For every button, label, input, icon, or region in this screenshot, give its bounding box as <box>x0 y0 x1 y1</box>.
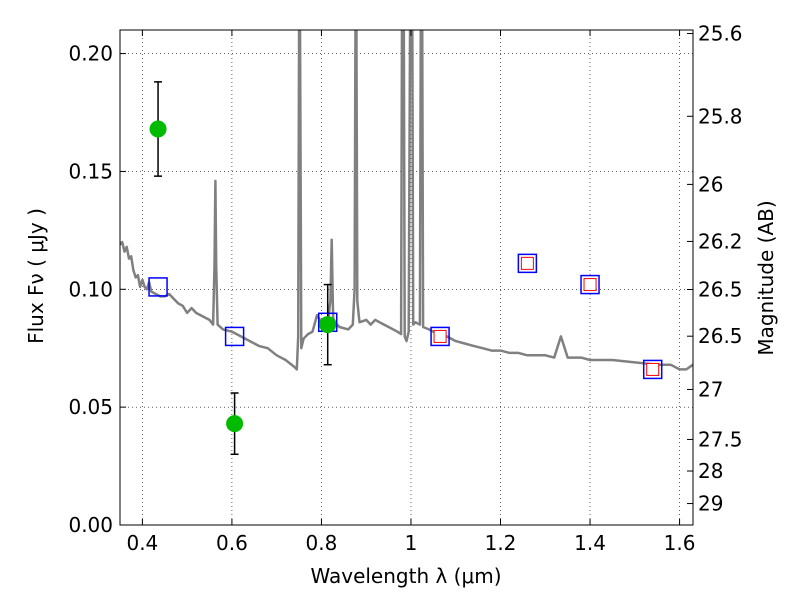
x-tick-label: 1.6 <box>664 531 696 555</box>
x-axis-title: Wavelength λ (μm) <box>310 564 501 588</box>
y-tick-label: 0.20 <box>68 42 113 66</box>
x-tick-label: 1 <box>405 531 418 555</box>
model-photometry-square <box>580 274 600 295</box>
right-tick-label: 25.8 <box>698 104 743 128</box>
right-tick-label: 26.5 <box>698 278 743 302</box>
model-photometry-square <box>430 326 450 347</box>
y-tick-label: 0.05 <box>68 395 113 419</box>
data-marks <box>148 81 663 456</box>
right-tick-label: 26.5 <box>698 324 743 348</box>
y-axis-title-left: Flux Fν ( μJy ) <box>24 208 48 344</box>
x-tick-label: 0.6 <box>216 531 248 555</box>
model-spectrum-layer <box>120 30 693 371</box>
right-tick-label: 26 <box>698 172 723 196</box>
grid-lines <box>120 30 693 526</box>
plot-frame <box>119 29 694 526</box>
right-tick-label: 27 <box>698 377 723 401</box>
x-tick-label: 1.4 <box>574 531 606 555</box>
right-tick-label: 25.6 <box>698 22 743 46</box>
upper-limit-square <box>646 362 660 376</box>
y-axis-title-right: Magnitude (AB) <box>754 200 778 355</box>
upper-limit-square <box>583 278 597 292</box>
model-photometry-square <box>148 277 168 297</box>
right-tick-label: 27.5 <box>698 427 743 451</box>
y-tick-label: 0.15 <box>68 159 113 183</box>
upper-limit-square <box>433 329 447 343</box>
observed-flux-point <box>319 316 337 334</box>
y-tick-label: 0.00 <box>68 513 113 537</box>
upper-limit-square <box>520 256 534 270</box>
x-tick-label: 1.2 <box>485 531 517 555</box>
right-tick-label: 28 <box>698 459 723 483</box>
model-photometry-square <box>642 359 663 380</box>
right-tick-label: 26.2 <box>698 229 743 253</box>
right-tick-label: 29 <box>698 492 723 516</box>
y-tick-label: 0.10 <box>68 277 113 301</box>
x-tick-label: 0.4 <box>126 531 158 555</box>
model-photometry-square <box>224 326 245 347</box>
axis-ticks: 0.4 0.6 0.8 1 1.2 1.4 1.6 0.00 0.05 0.10 0.15 0.20 2… <box>68 22 742 555</box>
observed-flux-point <box>149 120 167 138</box>
model-spectrum-line <box>120 30 693 371</box>
x-tick-label: 0.8 <box>306 531 338 555</box>
observed-flux-point <box>226 415 244 433</box>
model-photometry-square <box>517 253 538 274</box>
